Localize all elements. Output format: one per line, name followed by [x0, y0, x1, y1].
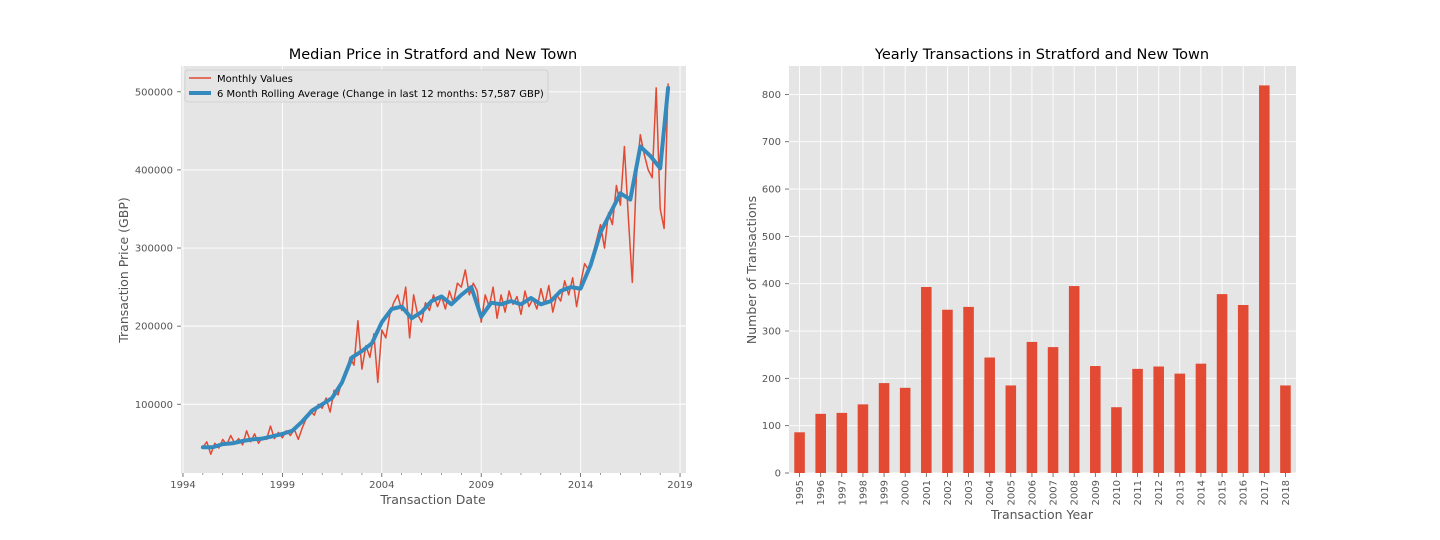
- legend-monthly-label: Monthly Values: [217, 74, 293, 85]
- x-tick-label: 2016: [1239, 480, 1250, 505]
- bar-chart-x-axis-label: Transaction Year: [990, 507, 1094, 522]
- bar-chart-x-ticks: 1995 1996 1997 1998 1999 2000 2001 2002 2003 2004…: [795, 473, 1292, 505]
- bar-2008: [1068, 286, 1080, 473]
- bar-2018: [1280, 385, 1291, 473]
- bar-2006: [1026, 341, 1038, 473]
- x-tick-label: 2018: [1281, 480, 1292, 505]
- x-tick-label: 2013: [1175, 480, 1186, 505]
- y-tick-label: 400000: [135, 165, 173, 176]
- bar-2009: [1090, 366, 1101, 473]
- x-tick-label: 2000: [901, 480, 912, 505]
- bar-2007: [1047, 347, 1059, 473]
- line-chart-y-axis-label: Transaction Price (GBP): [116, 197, 131, 344]
- y-tick-label: 300: [762, 327, 781, 338]
- x-tick-label: 2001: [922, 480, 933, 505]
- y-tick-label: 400: [762, 279, 781, 290]
- bar-2011: [1132, 368, 1143, 473]
- bar-chart-y-axis-label: Number of Transactions: [744, 196, 759, 344]
- bar-1999: [878, 383, 890, 473]
- x-tick-label: 2004: [369, 480, 394, 491]
- line-chart-y-ticks: 100000 200000 300000 400000 500000: [135, 87, 181, 411]
- bar-2017: [1259, 85, 1270, 473]
- bar-chart-plot-area: [789, 66, 1296, 473]
- y-tick-label: 500000: [135, 87, 173, 98]
- x-tick-label: 2005: [1006, 480, 1017, 505]
- x-tick-label: 2015: [1218, 480, 1229, 505]
- y-tick-label: 200000: [135, 322, 173, 333]
- y-tick-label: 500: [762, 232, 781, 243]
- legend-rolling-label: 6 Month Rolling Average (Change in last …: [217, 89, 544, 100]
- x-tick-label: 2004: [985, 480, 996, 505]
- bar-2000: [899, 387, 911, 473]
- x-tick-label: 2019: [667, 480, 692, 491]
- x-tick-label: 2014: [568, 480, 593, 491]
- bar-2005: [1005, 385, 1017, 473]
- bar-1998: [857, 404, 869, 473]
- x-tick-label: 2002: [943, 480, 954, 505]
- x-tick-label: 1999: [270, 480, 295, 491]
- x-tick-label: 2008: [1070, 480, 1081, 505]
- x-tick-label: 1998: [858, 480, 869, 505]
- x-tick-label: 2007: [1049, 480, 1060, 505]
- x-tick-label: 2009: [468, 480, 493, 491]
- bar-2002: [942, 309, 953, 473]
- bar-chart: 1995 1996 1997 1998 1999 2000 2001 2002 2003 2004…: [744, 47, 1296, 522]
- x-tick-label: 1994: [170, 480, 195, 491]
- rolling-average-line: [200, 85, 671, 450]
- line-chart: 1994 1999 2004 2009 2014 2019 100000 200000 300…: [116, 47, 693, 507]
- bar-2015: [1216, 294, 1228, 473]
- line-chart-legend: Monthly Values 6 Month Rolling Average (…: [184, 69, 549, 103]
- x-tick-label: 2003: [964, 480, 975, 505]
- x-tick-label: 2012: [1154, 480, 1165, 505]
- bar-chart-bars: [794, 85, 1291, 473]
- y-tick-label: 100: [762, 421, 781, 432]
- y-tick-label: 600: [762, 185, 781, 196]
- x-tick-label: 1996: [816, 480, 827, 505]
- bar-1996: [815, 413, 826, 473]
- bar-chart-y-ticks: 0 100 200 300 400 500 600 700 800: [762, 90, 789, 480]
- line-chart-series: [200, 83, 671, 456]
- bar-2016: [1237, 304, 1249, 473]
- bar-2010: [1111, 407, 1122, 473]
- x-tick-label: 2009: [1091, 480, 1102, 505]
- x-tick-label: 2011: [1133, 480, 1144, 505]
- line-chart-x-axis-label: Transaction Date: [379, 492, 486, 507]
- x-tick-label: 2014: [1196, 480, 1207, 505]
- x-tick-label: 2017: [1260, 480, 1271, 505]
- y-tick-label: 700: [762, 137, 781, 148]
- bar-chart-title: Yearly Transactions in Stratford and New…: [874, 47, 1209, 63]
- bar-2012: [1153, 366, 1164, 473]
- x-tick-label: 2006: [1027, 480, 1038, 505]
- y-tick-label: 0: [775, 469, 781, 480]
- y-tick-label: 200: [762, 374, 781, 385]
- line-chart-x-ticks: 1994 1999 2004 2009 2014 2019: [170, 473, 693, 491]
- bar-2003: [963, 306, 974, 473]
- bar-2013: [1174, 373, 1186, 473]
- y-tick-label: 300000: [135, 244, 173, 255]
- bar-2001: [921, 287, 932, 473]
- legend-box: [184, 69, 549, 103]
- y-tick-label: 800: [762, 90, 781, 101]
- x-tick-label: 2010: [1112, 480, 1123, 505]
- bar-2014: [1195, 363, 1207, 473]
- bar-1995: [794, 432, 805, 473]
- x-tick-label: 1999: [880, 480, 891, 505]
- line-chart-title: Median Price in Stratford and New Town: [289, 47, 578, 63]
- line-chart-plot-area: [181, 66, 686, 473]
- y-tick-label: 100000: [135, 400, 173, 411]
- bar-1997: [836, 412, 848, 473]
- x-tick-label: 1995: [795, 480, 806, 505]
- x-tick-label: 1997: [837, 480, 848, 505]
- bar-2004: [984, 357, 995, 473]
